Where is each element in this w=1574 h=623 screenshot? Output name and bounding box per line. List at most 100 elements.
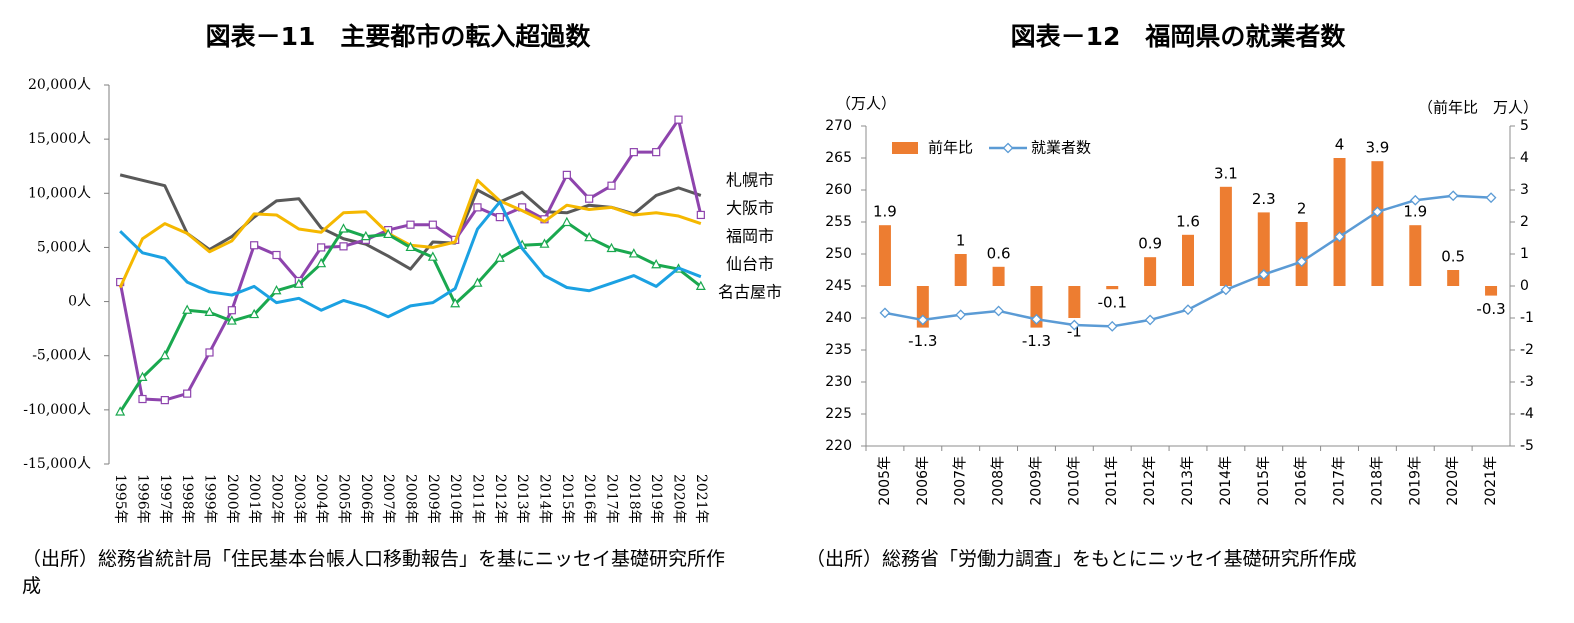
series-line (118, 118, 703, 402)
marker (183, 389, 192, 398)
x-tick-label: 2018年 (1369, 456, 1385, 506)
x-tick-label: 2002年 (269, 474, 285, 524)
data-label: 1.9 (1403, 203, 1427, 221)
bar (1447, 270, 1460, 286)
x-tick-label: 1995年 (112, 474, 128, 524)
data-label: 3.9 (1365, 139, 1389, 157)
marker (584, 231, 595, 242)
bar (1068, 286, 1081, 318)
bar (916, 286, 929, 328)
x-tick-label: 2007年 (380, 474, 396, 524)
marker (879, 307, 891, 319)
y-tick-label: 220 (825, 438, 852, 454)
x-tick-label: 2016年 (1294, 456, 1310, 506)
source-note: （出所）総務省「労働力調査」をもとにニッセイ基礎研究所作成 (806, 548, 1357, 570)
x-tick-label: 2000年 (224, 474, 240, 524)
x-tick-label: 1997年 (157, 474, 173, 524)
x-tick-label: 2008年 (403, 474, 419, 524)
legend-swatch (892, 142, 918, 154)
marker (159, 349, 170, 360)
marker (629, 148, 638, 157)
x-tick-label: 2009年 (425, 474, 441, 524)
marker (293, 278, 304, 288)
x-tick-label: 2015年 (1256, 456, 1272, 506)
marker (607, 181, 616, 190)
marker (227, 306, 236, 315)
bar (1485, 286, 1498, 296)
y-tick-label: 255 (825, 214, 852, 230)
x-tick-label: 2021年 (693, 474, 709, 524)
legend-label: 福岡市 (726, 227, 774, 246)
y2-tick-label: -3 (1520, 374, 1534, 390)
x-tick-label: 1999年 (202, 474, 218, 524)
data-label: 1 (956, 232, 966, 250)
marker (205, 348, 214, 357)
marker (561, 216, 572, 227)
marker (271, 284, 282, 295)
x-tick-label: 2009年 (1028, 456, 1044, 506)
y2-tick-label: -1 (1520, 310, 1534, 326)
y2-tick-label: 2 (1520, 214, 1529, 230)
marker (160, 396, 169, 405)
marker (428, 220, 437, 229)
marker (1447, 190, 1459, 202)
marker (450, 297, 461, 308)
marker (1334, 231, 1345, 243)
x-tick-label: 2007年 (953, 456, 969, 506)
marker (1258, 269, 1270, 280)
marker (338, 223, 349, 233)
marker (272, 250, 281, 260)
x-tick-label: 2017年 (1332, 456, 1348, 506)
bar (1219, 186, 1232, 286)
data-label: -0.1 (1098, 294, 1127, 312)
bar (1106, 286, 1119, 290)
x-tick-label: 2015年 (559, 474, 575, 524)
x-tick-label: 1998年 (179, 474, 195, 524)
y2-tick-label: 3 (1520, 182, 1529, 198)
data-label: -1.3 (1022, 332, 1051, 350)
y-tick-label: 235 (825, 342, 852, 358)
data-label: 2 (1297, 200, 1307, 218)
x-tick-label: 2008年 (991, 456, 1007, 506)
marker (1220, 284, 1232, 296)
x-tick-label: 2011年 (470, 474, 486, 524)
x-tick-label: 2020年 (671, 474, 687, 524)
marker (606, 242, 617, 253)
marker (226, 315, 237, 325)
data-label: 0.6 (987, 244, 1011, 262)
marker (1106, 320, 1118, 332)
data-label: 3.1 (1214, 164, 1238, 182)
marker (360, 230, 371, 241)
y-tick-label: 260 (825, 182, 852, 198)
x-tick-label: 2012年 (492, 474, 508, 524)
data-label: -0.3 (1476, 300, 1505, 318)
marker (317, 243, 326, 252)
marker (406, 220, 415, 229)
x-tick-label: 2021年 (1483, 456, 1499, 506)
legend-label: 札幌市 (726, 171, 774, 190)
marker (585, 194, 594, 203)
y-tick-label: 225 (825, 406, 852, 422)
data-label: 0.9 (1138, 235, 1162, 253)
y2-tick-label: 1 (1520, 246, 1529, 262)
y2-tick-label: -2 (1520, 342, 1534, 358)
y-tick-label: 10,000人 (28, 185, 91, 201)
y-tick-label: 245 (825, 278, 852, 294)
y-tick-label: -5,000人 (32, 348, 91, 364)
y-tick-label: -15,000人 (23, 456, 91, 472)
chart-title: 図表－11 主要都市の転入超過数 (206, 22, 592, 51)
x-tick-label: 2013年 (514, 474, 530, 524)
bar (992, 266, 1005, 286)
x-tick-label: 2010年 (447, 474, 463, 524)
x-tick-label: 2003年 (291, 474, 307, 524)
x-tick-label: 2005年 (877, 456, 893, 506)
bar (1371, 161, 1384, 286)
marker (495, 213, 504, 222)
data-label: 1.9 (873, 203, 897, 221)
x-tick-label: 2019年 (1407, 456, 1423, 506)
series-line (119, 200, 702, 319)
x-tick-label: 2014年 (537, 474, 553, 524)
x-tick-label: 2019年 (648, 474, 664, 524)
bar (878, 225, 891, 286)
data-label: 4 (1335, 136, 1345, 154)
